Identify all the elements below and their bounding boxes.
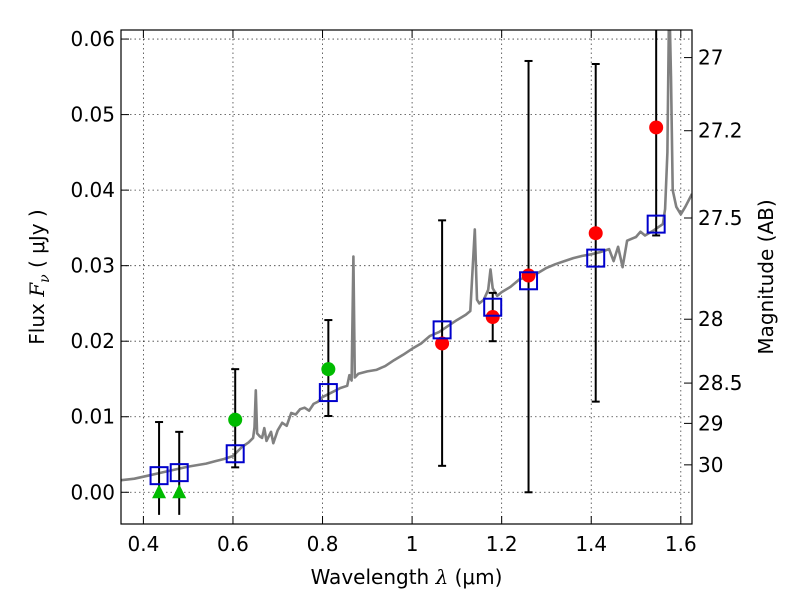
y-axis-title: Flux Fν ( μJy ) — [25, 209, 53, 344]
x-tick-label: 0.4 — [127, 532, 159, 556]
model-photometry-point — [432, 320, 452, 340]
y2-tick-label: 29 — [698, 411, 723, 435]
x-axis-title: Wavelength λ (μm) — [311, 565, 503, 589]
model-photometry-point — [318, 383, 338, 403]
y-axis-title-subscript: ν — [37, 274, 53, 283]
model-layer — [121, 30, 692, 482]
y-tick-label: 0.04 — [70, 178, 115, 202]
observed-point — [649, 120, 664, 135]
model-photometry-point — [149, 466, 169, 486]
observed-point — [588, 226, 603, 241]
observed-point — [485, 310, 500, 325]
y2-tick-label: 27 — [698, 46, 723, 70]
observed-point — [521, 268, 536, 283]
upper-limit-point — [172, 484, 187, 499]
errorbar-layer — [155, 30, 661, 515]
label-layer: 0.4 0.6 0.8 1 1.2 1.4 1.6 0.00 0.01 0.02 0.03 0.04 0… — [70, 27, 742, 556]
model-photometry-point — [646, 214, 666, 234]
x-axis-title-symbol: λ — [435, 565, 449, 589]
x-axis-title-unit: (μm) — [448, 565, 502, 589]
x-tick-label: 1 — [406, 532, 419, 556]
x-tick-label: 0.8 — [307, 532, 339, 556]
y-axis-title-unit: ( μJy ) — [25, 209, 49, 274]
model-photometry-point — [483, 297, 503, 317]
model-photometry-point — [225, 444, 245, 464]
y-tick-label: 0.06 — [70, 27, 115, 51]
observed-point — [321, 362, 336, 377]
y2-tick-label: 27.2 — [698, 119, 743, 143]
y2-axis-title: Magnitude (AB) — [754, 199, 778, 354]
model-photometry-point — [519, 271, 539, 291]
y2-tick-label: 28 — [698, 307, 723, 331]
y2-tick-label: 28.5 — [698, 371, 743, 395]
observed-point — [435, 336, 450, 351]
observed-point — [228, 412, 243, 427]
y-tick-label: 0.03 — [70, 254, 115, 278]
y2-tick-label: 30 — [698, 453, 723, 477]
y-tick-label: 0.02 — [70, 329, 115, 353]
model-photometry-point — [169, 463, 189, 483]
x-tick-label: 0.6 — [217, 532, 249, 556]
marker-layer — [149, 120, 666, 499]
plot-frame — [120, 29, 693, 525]
y-axis-title-prefix: Flux — [25, 297, 49, 345]
x-tick-label: 1.4 — [575, 532, 607, 556]
x-tick-label: 1.2 — [486, 532, 518, 556]
x-tick-label: 1.6 — [665, 532, 697, 556]
upper-limit-point — [152, 484, 167, 499]
y-tick-label: 0.01 — [70, 405, 115, 429]
y-tick-label: 0.05 — [70, 103, 115, 127]
model-photometry-point — [586, 248, 606, 268]
model-spectrum-line — [121, 30, 692, 482]
y-axis-title-symbol: F — [25, 282, 49, 298]
y2-tick-label: 27.5 — [698, 206, 743, 230]
y-tick-label: 0.00 — [70, 480, 115, 504]
tick-layer — [121, 30, 692, 524]
x-axis-title-prefix: Wavelength — [311, 565, 436, 589]
grid-layer — [121, 30, 692, 524]
